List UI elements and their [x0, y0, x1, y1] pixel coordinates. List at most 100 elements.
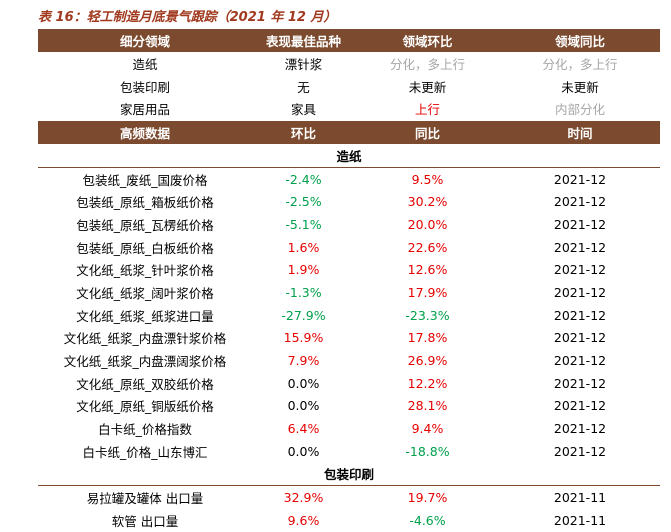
cell: 家居用品	[119, 102, 170, 118]
header-row: 高频数据 环比 同比 时间	[38, 121, 660, 144]
cell: 2021-12	[553, 307, 607, 323]
cell: 2021-12	[553, 194, 607, 210]
cell: 无	[297, 79, 310, 95]
cell: 文化纸_纸浆_内盘漂针浆价格	[63, 331, 227, 347]
table-title: 表 16：轻工制造月底景气跟踪（2021 年 12 月）	[38, 10, 337, 25]
data-row: 软管 出口量 9.6% -4.6% 2021-11	[38, 509, 660, 532]
data-row: 包装纸_原纸_白板纸价格 1.6% 22.6% 2021-12	[38, 236, 660, 259]
data-row: 家居用品 家具 上行 内部分化	[38, 97, 660, 120]
cell: 包装纸_原纸_白板纸价格	[76, 240, 214, 256]
cell: 6.4%	[287, 421, 320, 437]
cell: 易拉罐及罐体 出口量	[86, 491, 204, 507]
cell: 17.8%	[407, 330, 448, 346]
data-row: 包装印刷 无 未更新 未更新	[38, 75, 660, 98]
cell: -2.5%	[285, 194, 322, 210]
cell: 28.1%	[407, 398, 448, 414]
cell: 2021-12	[553, 239, 607, 255]
cell: -23.3%	[405, 307, 450, 323]
cell: 30.2%	[407, 194, 448, 210]
cell: 文化纸_原纸_铜版纸价格	[76, 399, 214, 415]
section-title: 造纸	[38, 144, 660, 168]
cell: 2021-12	[553, 421, 607, 437]
cell: 文化纸_纸浆_针叶浆价格	[76, 263, 214, 279]
cell: 家具	[290, 102, 316, 118]
data-row: 文化纸_纸浆_阔叶浆价格 -1.3% 17.9% 2021-12	[38, 281, 660, 304]
cell: 0.0%	[287, 443, 320, 459]
cell: 文化纸_原纸_双胶纸价格	[76, 376, 214, 392]
cell: 未更新	[408, 79, 447, 95]
cell: 9.6%	[287, 512, 320, 528]
cell: 9.5%	[411, 171, 444, 187]
cell: 9.4%	[411, 421, 444, 437]
cell: 包装纸_原纸_瓦楞纸价格	[76, 217, 214, 233]
cell: 12.2%	[407, 375, 448, 391]
data-row: 文化纸_纸浆_内盘漂阔浆价格 7.9% 26.9% 2021-12	[38, 349, 660, 372]
cell: 1.9%	[287, 262, 320, 278]
cell: 2021-12	[553, 330, 607, 346]
cell: 1.6%	[287, 239, 320, 255]
cell: 2021-12	[553, 171, 607, 187]
cell: 12.6%	[407, 262, 448, 278]
cell: 2021-11	[553, 490, 607, 506]
cell: 32.9%	[283, 490, 324, 506]
data-row: 包装纸_原纸_瓦楞纸价格 -5.1% 20.0% 2021-12	[38, 213, 660, 236]
cell: 内部分化	[554, 102, 605, 118]
cell: 17.9%	[407, 284, 448, 300]
detail-table: 高频数据 环比 同比 时间 造纸 包装纸_废纸_国废价格 -2.4% 9.5% 2021-12 包…	[38, 121, 660, 532]
cell: 文化纸_纸浆_内盘漂阔浆价格	[63, 354, 227, 370]
data-row: 文化纸_纸浆_纸浆进口量 -27.9% -23.3% 2021-12	[38, 304, 660, 327]
cell: 造纸	[132, 56, 158, 72]
cell: 7.9%	[287, 353, 320, 369]
summary-table: 细分领域 表现最佳品种 领域环比 领域同比 造纸 漂针浆 分化，多上行 分化，多上行 包装印刷 无…	[38, 29, 660, 120]
cell: 0.0%	[287, 375, 320, 391]
cell: 0.0%	[287, 398, 320, 414]
cell: 未更新	[561, 79, 599, 95]
section-row: 包装印刷	[38, 462, 660, 487]
header-cell: 时间	[500, 121, 660, 144]
cell: -27.9%	[281, 307, 326, 323]
cell: 2021-12	[553, 353, 607, 369]
cell: -2.4%	[285, 171, 322, 187]
cell: -5.1%	[285, 216, 322, 232]
cell: 2021-12	[553, 216, 607, 232]
cell: 上行	[414, 102, 440, 118]
cell: 分化，多上行	[542, 56, 618, 72]
cell: 包装纸_原纸_箱板纸价格	[76, 195, 214, 211]
data-row: 白卡纸_价格指数 6.4% 9.4% 2021-12	[38, 417, 660, 440]
data-row: 白卡纸_价格_山东博汇 0.0% -18.8% 2021-12	[38, 440, 660, 463]
cell: 2021-12	[553, 262, 607, 278]
cell: 2021-12	[553, 398, 607, 414]
cell: 文化纸_纸浆_纸浆进口量	[76, 308, 214, 324]
cell: 白卡纸_价格指数	[98, 422, 192, 438]
cell: 20.0%	[407, 216, 448, 232]
cell: -18.8%	[405, 443, 450, 459]
data-row: 文化纸_纸浆_内盘漂针浆价格 15.9% 17.8% 2021-12	[38, 327, 660, 350]
data-row: 包装纸_原纸_箱板纸价格 -2.5% 30.2% 2021-12	[38, 190, 660, 213]
cell: 2021-12	[553, 375, 607, 391]
header-cell: 细分领域	[38, 29, 252, 52]
data-row: 易拉罐及罐体 出口量 32.9% 19.7% 2021-11	[38, 486, 660, 509]
cell: 白卡纸_价格_山东博汇	[82, 444, 208, 460]
cell: -1.3%	[285, 284, 322, 300]
header-cell: 高频数据	[38, 121, 252, 144]
cell: 2021-11	[553, 512, 607, 528]
data-row: 文化纸_原纸_铜版纸价格 0.0% 28.1% 2021-12	[38, 395, 660, 418]
cell: 26.9%	[407, 353, 448, 369]
cell: 包装印刷	[119, 79, 170, 95]
cell: 19.7%	[407, 490, 448, 506]
cell: 22.6%	[407, 239, 448, 255]
data-row: 文化纸_纸浆_针叶浆价格 1.9% 12.6% 2021-12	[38, 258, 660, 281]
data-row: 文化纸_原纸_双胶纸价格 0.0% 12.2% 2021-12	[38, 372, 660, 395]
header-cell: 领域同比	[500, 29, 660, 52]
cell: 文化纸_纸浆_阔叶浆价格	[76, 285, 214, 301]
section-row: 造纸	[38, 144, 660, 168]
cell: 15.9%	[283, 330, 324, 346]
cell: 分化，多上行	[389, 56, 465, 72]
data-row: 包装纸_废纸_国废价格 -2.4% 9.5% 2021-12	[38, 167, 660, 190]
cell: 软管 出口量	[111, 513, 179, 529]
cell: 包装纸_废纸_国废价格	[82, 172, 208, 188]
cell: -4.6%	[409, 512, 446, 528]
header-cell: 表现最佳品种	[252, 29, 355, 52]
header-cell: 环比	[252, 121, 355, 144]
